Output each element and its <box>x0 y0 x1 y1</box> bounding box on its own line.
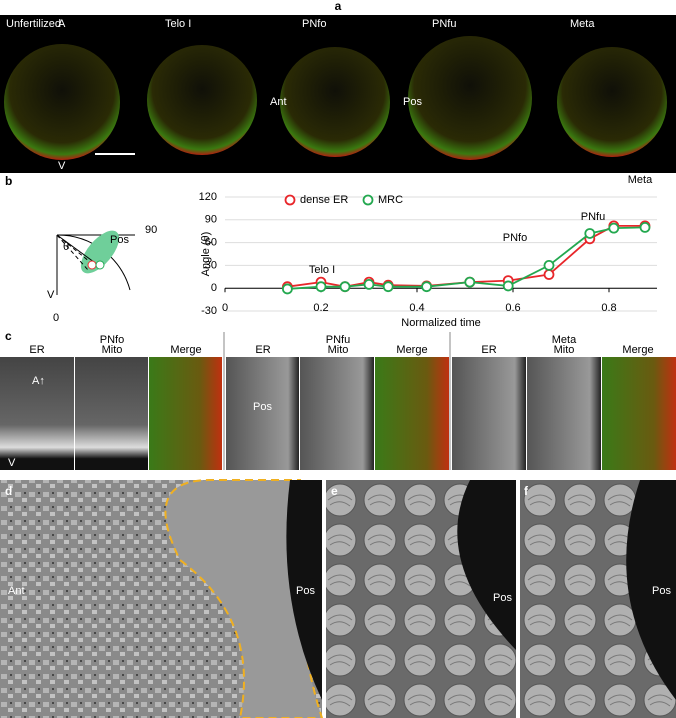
panel-letter: c <box>5 329 12 343</box>
legend-label: dense ER <box>300 194 348 206</box>
data-point <box>363 278 375 290</box>
stage-label: PNfu <box>432 18 456 30</box>
y-tick-label: 30 <box>205 259 217 271</box>
channel-label: Mito <box>328 344 349 356</box>
channel-label: ER <box>255 344 270 356</box>
stage-label: PNfo <box>302 18 326 30</box>
channel-label: Merge <box>170 344 201 356</box>
image-label: Pos <box>652 585 671 597</box>
channel-label: ER <box>29 344 44 356</box>
image-label: V <box>58 160 66 172</box>
panel-letter: d <box>5 484 12 498</box>
legend-marker <box>362 194 374 206</box>
data-point <box>382 281 394 293</box>
diagram-label: V <box>47 289 55 301</box>
annotation: Meta <box>628 174 653 186</box>
y-tick-label: 0 <box>211 282 217 294</box>
x-tick-label: 0 <box>222 302 228 314</box>
legend-label: MRC <box>378 194 403 206</box>
y-tick-label: 90 <box>205 214 217 226</box>
data-point <box>584 228 596 239</box>
data-point <box>339 281 351 293</box>
image-label: Pos <box>296 585 315 597</box>
image-label: Pos <box>493 592 512 604</box>
channel-label: Merge <box>396 344 427 356</box>
data-point <box>315 281 327 293</box>
group-label: PNfu <box>326 334 350 346</box>
legend-marker <box>284 194 296 206</box>
channel-label: Mito <box>102 344 123 356</box>
data-point <box>639 221 651 233</box>
stage-label: Meta <box>570 18 595 30</box>
y-tick-label: 60 <box>205 237 217 249</box>
image-label: Pos <box>253 401 272 413</box>
annotation: PNfu <box>581 211 605 223</box>
x-tick-label: 0.6 <box>505 302 520 314</box>
diagram-label: θ <box>63 241 69 253</box>
image-c <box>0 332 676 470</box>
channel-label: Mito <box>554 344 575 356</box>
angle-diagram <box>56 230 135 295</box>
data-point <box>502 280 514 292</box>
panel-letter: b <box>5 174 12 188</box>
image-label: A <box>58 18 66 30</box>
x-tick-label: 0.8 <box>601 302 616 314</box>
annotation: Telo I <box>309 264 335 276</box>
eggs <box>4 36 667 160</box>
image-label: Ant <box>8 585 25 597</box>
data-point <box>421 281 433 293</box>
y-tick-label: -30 <box>201 305 217 317</box>
panel-letter: e <box>331 484 338 498</box>
group-label: Meta <box>552 334 577 346</box>
image-label: Ant <box>270 96 287 108</box>
annotation: PNfo <box>503 232 527 244</box>
diagram-label: Pos <box>110 234 129 246</box>
stage-label: Unfertilized <box>6 18 61 30</box>
image-label: V <box>8 457 16 469</box>
x-tick-label: 0.4 <box>409 302 424 314</box>
image-label: Pos <box>403 96 422 108</box>
stage-label: Telo I <box>165 18 191 30</box>
y-axis-label: Angle (θ) <box>200 232 212 277</box>
x-axis-label: Normalized time <box>401 317 480 329</box>
data-point <box>608 222 620 234</box>
y-tick-label: 120 <box>199 191 217 203</box>
diagram-label: 0 <box>53 312 59 324</box>
channel-label: Merge <box>622 344 653 356</box>
diagram-label: 90 <box>145 224 157 236</box>
data-point <box>281 283 293 295</box>
data-point <box>543 269 555 280</box>
channel-label: ER <box>481 344 496 356</box>
group-label: PNfo <box>100 334 124 346</box>
image-label: A↑ <box>32 375 45 387</box>
data-point <box>464 276 476 288</box>
panel-letter: f <box>524 484 529 498</box>
data-point <box>543 259 555 271</box>
panel-letter: a <box>335 0 342 13</box>
x-tick-label: 0.2 <box>313 302 328 314</box>
